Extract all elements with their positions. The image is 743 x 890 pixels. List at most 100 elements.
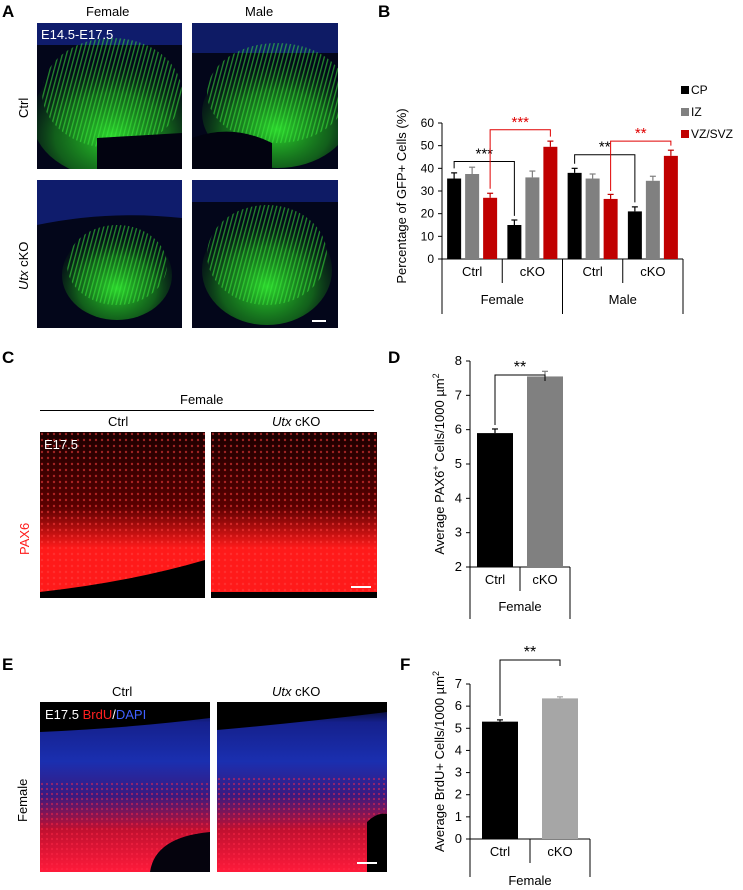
micrograph-c-ctrl (40, 432, 205, 598)
significance-bracket (489, 129, 551, 189)
micrograph-c-cko (211, 432, 377, 598)
scale-bar (312, 320, 326, 322)
significance-bracket (499, 659, 561, 716)
bar-cp (567, 172, 582, 259)
significance-label: ** (514, 359, 526, 376)
y-tick-label: 60 (421, 116, 435, 130)
panel-e-row: Female (15, 778, 30, 822)
significance-label: *** (511, 114, 529, 131)
significance-label: ** (524, 644, 536, 661)
y-tick-label: 10 (421, 229, 435, 243)
legend-label: CP (691, 83, 708, 97)
panel-a-stamp: E14.5-E17.5 (41, 27, 114, 42)
x-tick-label: cKO (520, 264, 545, 279)
supergroup-label: Male (609, 292, 637, 307)
bar-iz (585, 178, 600, 259)
panel-c-col-cko: Utx cKO (272, 414, 321, 429)
bar-cko (542, 698, 578, 839)
x-tick-label: Ctrl (462, 264, 482, 279)
legend-swatch (681, 130, 689, 138)
y-tick-label: 5 (455, 720, 462, 735)
legend-label: IZ (691, 105, 702, 119)
bar-cko (527, 376, 563, 567)
legend-label: VZ/SVZ (691, 127, 733, 141)
panel-c-col-ctrl: Ctrl (108, 414, 129, 429)
y-axis-label: Average PAX6+ Cells/1000 µm2 (431, 373, 447, 554)
y-tick-label: 4 (455, 742, 462, 757)
bar-cp (447, 178, 462, 259)
y-tick-label: 5 (455, 456, 462, 471)
bar-vz-svz (603, 198, 618, 259)
x-tick-label: cKO (532, 572, 557, 587)
y-axis-label: Average BrdU+ Cells/1000 µm2 (431, 671, 447, 852)
bar-cp (627, 211, 642, 259)
y-tick-label: 40 (421, 161, 435, 175)
x-tick-label: cKO (640, 264, 665, 279)
x-tick-label: Ctrl (485, 572, 505, 587)
panel-c-marker: PAX6 (17, 522, 32, 555)
y-tick-label: 6 (455, 422, 462, 437)
panel-a-letter: A (2, 2, 15, 21)
y-tick-label: 0 (427, 252, 434, 266)
x-tick-label: cKO (547, 844, 572, 859)
y-tick-label: 7 (455, 387, 462, 402)
panel-e-stamp: E17.5 BrdU/DAPI (45, 707, 147, 722)
bar-ctrl (482, 721, 518, 839)
y-tick-label: 2 (455, 559, 462, 574)
micrograph-a-female-cko (37, 180, 182, 328)
panel-a-row-cko: Utx cKO (16, 241, 31, 290)
chart-b: 0 10 20 30 40 50 60 Percentage of GFP+ Cells (%… (394, 83, 733, 314)
legend-swatch (681, 108, 689, 116)
micrograph-e-ctrl (40, 702, 210, 872)
significance-bracket (610, 140, 672, 191)
bar-cp (507, 225, 522, 259)
y-tick-label: 7 (455, 676, 462, 691)
micrograph-a-female-ctrl (37, 23, 182, 169)
bar-vz-svz (663, 155, 678, 259)
panel-a-col-male: Male (245, 4, 274, 19)
y-axis-label: Percentage of GFP+ Cells (%) (394, 108, 409, 283)
panel-b-letter: B (378, 2, 391, 21)
significance-label: *** (475, 146, 493, 163)
y-tick-label: 1 (455, 809, 462, 824)
x-tick-label: Ctrl (490, 844, 510, 859)
y-tick-label: 3 (455, 765, 462, 780)
panel-e-col-cko: Utx cKO (272, 684, 321, 699)
panel-f-letter: F (400, 655, 411, 674)
y-tick-label: 50 (421, 139, 435, 153)
micrograph-e-cko (217, 702, 387, 872)
legend-swatch (681, 86, 689, 94)
panel-c-group-line (40, 410, 374, 411)
bar-iz (645, 180, 660, 259)
panel-a-row-ctrl: Ctrl (16, 97, 31, 118)
significance-label: ** (635, 125, 647, 142)
micrograph-a-male-cko (192, 180, 338, 328)
y-tick-label: 0 (455, 831, 462, 846)
scale-bar (357, 862, 377, 864)
significance-label: ** (599, 139, 611, 156)
panel-d-letter: D (388, 348, 401, 367)
significance-bracket (494, 374, 546, 425)
panel-a-col-female: Female (86, 4, 130, 19)
panel-e-letter: E (2, 655, 14, 674)
panel-c-stamp: E17.5 (44, 437, 78, 452)
supergroup-label: Female (481, 292, 524, 307)
y-tick-label: 2 (455, 787, 462, 802)
bar-vz-svz (543, 146, 558, 259)
panel-e-col-ctrl: Ctrl (112, 684, 133, 699)
micrograph-a-male-ctrl (192, 23, 338, 169)
y-tick-label: 30 (421, 184, 435, 198)
y-tick-label: 3 (455, 525, 462, 540)
y-tick-label: 4 (455, 490, 462, 505)
bar-iz (465, 174, 480, 259)
scale-bar (351, 586, 371, 588)
significance-bracket (453, 161, 515, 216)
x-tick-label: Ctrl (583, 264, 603, 279)
panel-c-group: Female (180, 392, 224, 407)
chart-d: 2 3 4 5 6 7 8 Ctrl cKO Female ** Average PAX6+ Cell… (431, 355, 571, 619)
bar-ctrl (477, 433, 513, 567)
significance-bracket (574, 154, 636, 203)
y-tick-label: 8 (455, 355, 462, 368)
panel-c-letter: C (2, 348, 15, 367)
bar-vz-svz (483, 197, 498, 259)
